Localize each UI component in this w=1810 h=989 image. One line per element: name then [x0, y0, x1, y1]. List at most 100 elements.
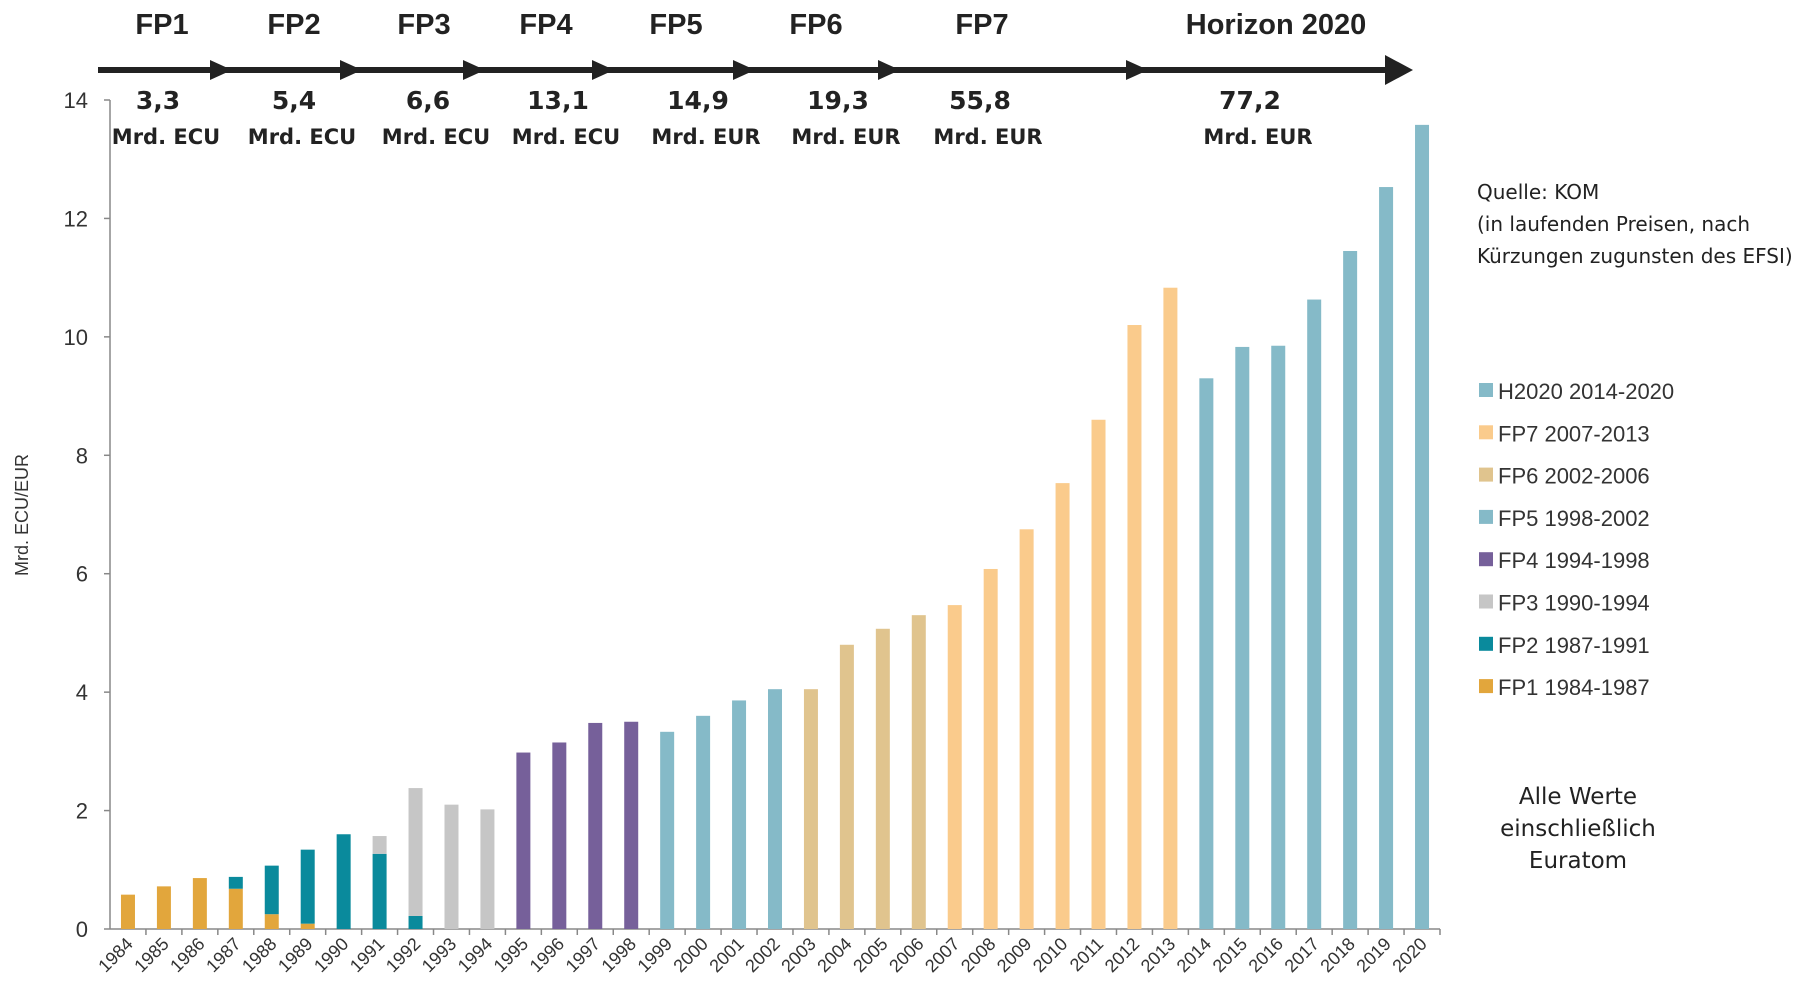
- x-tick-label: 1986: [166, 934, 208, 976]
- programme-labels: FP1 3,3 Mrd. ECU FP2 5,4 Mrd. ECU FP3 6,6 Mrd. E…: [112, 9, 1366, 149]
- x-tick-label: 1987: [202, 934, 244, 976]
- bar-segment: [156, 886, 171, 929]
- legend-label: FP3 1990-1994: [1498, 591, 1650, 616]
- x-tick-label: 2004: [813, 934, 855, 976]
- timeline-chevron: [733, 60, 755, 80]
- x-tick-label: 1990: [310, 934, 352, 976]
- x-tick-label: 1995: [490, 934, 532, 976]
- source-line-3: Kürzungen zugunsten des EFSI): [1477, 244, 1793, 268]
- legend-item: FP5 1998-2002: [1479, 506, 1650, 531]
- programme-budget: 5,4: [272, 86, 316, 115]
- x-tick-label: 2005: [849, 934, 891, 976]
- x-tick-label: 2006: [885, 934, 927, 976]
- bar-segment: [264, 865, 279, 915]
- y-tick-label: 0: [76, 917, 88, 942]
- y-tick-label: 12: [64, 206, 88, 231]
- bar-segment: [839, 644, 854, 929]
- legend-item: FP4 1994-1998: [1479, 548, 1650, 573]
- y-tick-label: 6: [76, 562, 88, 587]
- y-axis-title: Mrd. ECU/EUR: [12, 454, 32, 576]
- legend-swatch: [1479, 383, 1493, 397]
- bar-segment: [1271, 345, 1286, 930]
- bar-segment: [1019, 529, 1034, 929]
- timeline-chevron: [878, 60, 900, 80]
- programme-budget: 55,8: [949, 86, 1011, 115]
- x-tick-label: 1998: [598, 934, 640, 976]
- programme-fp1: FP1 3,3 Mrd. ECU: [112, 9, 220, 149]
- legend-label: FP1 1984-1987: [1498, 675, 1650, 700]
- legend: H2020 2014-2020 FP7 2007-2013 FP6 2002-200…: [1479, 379, 1674, 700]
- legend-label: FP2 1987-1991: [1498, 633, 1650, 658]
- programme-budget-unit: Mrd. ECU: [248, 125, 356, 149]
- legend-swatch: [1479, 552, 1493, 567]
- programme-fp6: FP6 19,3 Mrd. EUR: [789, 9, 900, 149]
- bar-segment: [192, 878, 207, 929]
- x-tick-label: 1994: [454, 934, 496, 976]
- programme-budget: 3,3: [136, 86, 180, 115]
- programme-budget-unit: Mrd. ECU: [512, 125, 620, 149]
- programme-budget-unit: Mrd. ECU: [382, 125, 490, 149]
- bars: [120, 124, 1430, 930]
- programme-horizon-2020: Horizon 2020 77,2 Mrd. EUR: [1186, 9, 1367, 149]
- legend-swatch: [1479, 679, 1493, 694]
- bar-segment: [803, 689, 818, 929]
- legend-item: FP3 1990-1994: [1479, 591, 1650, 616]
- legend-item: FP2 1987-1991: [1479, 633, 1650, 658]
- x-tick-label: 2008: [957, 934, 999, 976]
- y-tick-label: 4: [76, 680, 88, 705]
- programme-fp7: FP7 55,8 Mrd. EUR: [933, 9, 1042, 149]
- x-tick-label: 2014: [1173, 934, 1215, 976]
- y-tick-label: 10: [64, 325, 88, 350]
- legend-swatch: [1479, 509, 1493, 524]
- programme-label: FP6: [789, 9, 842, 41]
- bar-segment: [660, 731, 675, 929]
- y-tick-label: 14: [64, 88, 88, 113]
- bar-segment: [1127, 325, 1142, 929]
- programme-budget: 77,2: [1219, 86, 1281, 115]
- programme-label: Horizon 2020: [1186, 9, 1367, 41]
- programme-label: FP4: [519, 9, 572, 41]
- legend-label: FP4 1994-1998: [1498, 548, 1650, 573]
- bar-segment: [264, 914, 279, 929]
- x-tick-label: 2012: [1101, 934, 1143, 976]
- bar-segment: [732, 700, 747, 929]
- bar-segment: [444, 804, 459, 929]
- legend-item: FP7 2007-2013: [1479, 421, 1650, 446]
- bar-segment: [516, 752, 531, 929]
- note-line-2: einschließlich: [1500, 816, 1656, 842]
- programme-label: FP1: [135, 9, 188, 41]
- programme-budget: 6,6: [406, 86, 450, 115]
- legend-label: FP6 2002-2006: [1498, 464, 1650, 489]
- x-tick-label: 1985: [130, 934, 172, 976]
- legend-swatch: [1479, 636, 1493, 651]
- programme-budget-unit: Mrd. EUR: [791, 125, 900, 149]
- y-tick-label: 2: [76, 799, 88, 824]
- bar-segment: [1415, 124, 1430, 930]
- timeline-chevron: [592, 60, 614, 80]
- bar-segment: [1343, 250, 1358, 929]
- x-tick-label: 2016: [1245, 934, 1287, 976]
- y-ticks: 0 2 4 6 8 10 12 14: [64, 88, 110, 942]
- x-tick-label: 2010: [1029, 934, 1071, 976]
- legend-swatch: [1479, 467, 1493, 482]
- programme-budget: 19,3: [807, 86, 869, 115]
- legend-swatch: [1479, 425, 1493, 440]
- x-tick-label: 2018: [1317, 934, 1359, 976]
- x-tick-label: 2002: [741, 934, 783, 976]
- bar-segment: [372, 836, 387, 854]
- bar-segment: [696, 715, 711, 929]
- x-tick-label: 2011: [1066, 934, 1108, 976]
- x-tick-label: 2013: [1137, 934, 1179, 976]
- timeline-chevrons: [210, 60, 1148, 80]
- x-ticks: 1984198519861987198819891990199119921993…: [94, 929, 1441, 976]
- bar-segment: [408, 788, 423, 916]
- timeline-chevron: [1126, 60, 1148, 80]
- bar-segment: [408, 915, 423, 929]
- programme-fp5: FP5 14,9 Mrd. EUR: [649, 9, 760, 149]
- legend-item: FP6 2002-2006: [1479, 464, 1650, 489]
- legend-swatch: [1479, 594, 1493, 609]
- timeline-chevron: [340, 60, 362, 80]
- x-tick-label: 2020: [1388, 934, 1430, 976]
- bar-segment: [1055, 483, 1070, 929]
- bar-segment: [1235, 346, 1250, 929]
